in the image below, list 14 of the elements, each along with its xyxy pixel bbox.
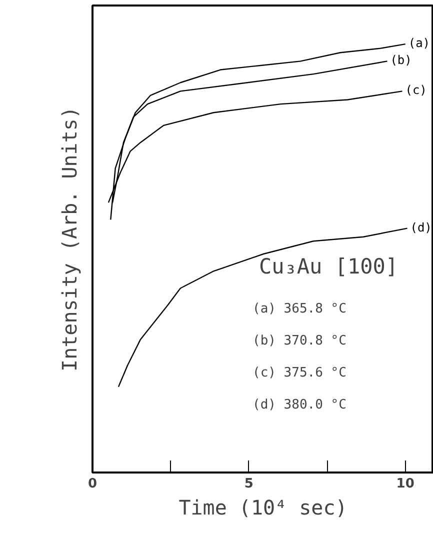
series-label: (b)	[390, 53, 412, 68]
annotation: (b) 370.8 °C	[252, 334, 346, 348]
annotation: (a) 365.8 °C	[252, 302, 346, 316]
x-axis-title: Time (10⁴ sec)	[178, 496, 348, 520]
x-tick-label: 0	[88, 476, 98, 492]
x-tick-label: 5	[244, 476, 254, 492]
x-tick-label: 10	[396, 476, 414, 492]
y-axis-title: Intensity (Arb. Units)	[58, 106, 82, 372]
annotation: Cu₃Au [100]	[258, 254, 398, 278]
series-label: (d)	[410, 220, 432, 234]
series-label: (c)	[405, 83, 427, 98]
annotation: (d) 380.0 °C	[252, 398, 346, 412]
annotation: (c) 375.6 °C	[252, 366, 346, 380]
series-label: (a)	[408, 36, 430, 50]
